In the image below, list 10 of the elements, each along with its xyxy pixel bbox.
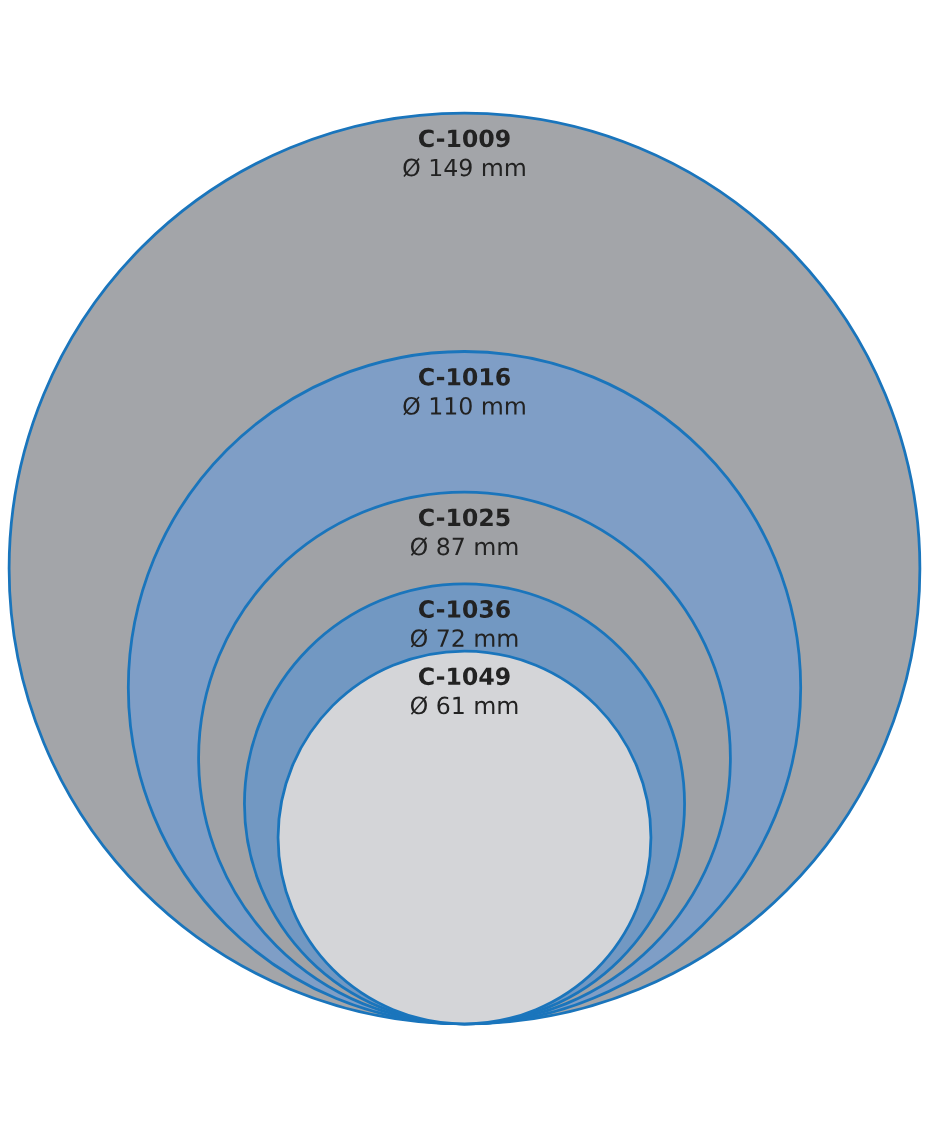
category-label: C-1025 [418, 508, 510, 527]
data-label: Ø 110 mm [403, 396, 525, 416]
data-label: Ø 72 mm [410, 628, 518, 648]
data-label: Ø 61 mm [410, 696, 518, 715]
category-label: C-1016 [418, 367, 510, 386]
data-label: Ø 87 mm [410, 537, 518, 556]
category-label: C-1009 [418, 129, 510, 148]
category-label: C-1049 [418, 667, 510, 686]
category-label: C-1036 [418, 600, 510, 618]
data-label: Ø 149 mm [403, 158, 525, 177]
